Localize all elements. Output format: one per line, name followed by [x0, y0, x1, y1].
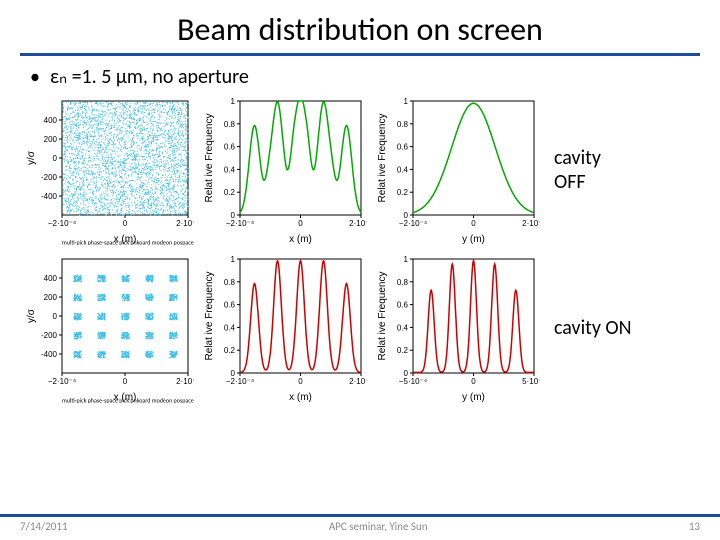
svg-text:200: 200 — [44, 135, 58, 144]
svg-text:−2·10⁻⁴: −2·10⁻⁴ — [399, 219, 428, 228]
svg-text:0.6: 0.6 — [224, 143, 236, 152]
svg-text:−2·10⁻⁴: −2·10⁻⁴ — [226, 219, 255, 228]
histx-off: 00.20.40.60.81−2·10⁻⁴02·10⁻⁴x (m)Relat i… — [202, 95, 367, 245]
svg-text:-200: -200 — [41, 331, 58, 340]
svg-text:−2·10⁻⁴: −2·10⁻⁴ — [48, 377, 77, 386]
svg-text:-200: -200 — [41, 173, 58, 182]
bullet-text: εₙ =1. 5 μm, no aperture — [50, 65, 249, 89]
svg-text:0.4: 0.4 — [397, 165, 409, 174]
svg-text:0.6: 0.6 — [397, 143, 409, 152]
svg-text:0.8: 0.8 — [397, 120, 409, 129]
svg-text:Relat ive Frequency: Relat ive Frequency — [377, 114, 388, 203]
footer-page: 13 — [689, 520, 700, 533]
svg-text:-400: -400 — [41, 192, 58, 201]
footer: 7/14/2011 APC seminar, Yine Sun 13 — [0, 514, 720, 536]
title-rule — [20, 53, 700, 56]
svg-text:y (m): y (m) — [462, 234, 485, 245]
svg-text:2·10⁻⁴: 2·10⁻⁴ — [349, 219, 367, 228]
svg-text:y/σ: y/σ — [26, 308, 37, 323]
svg-text:y/σ: y/σ — [26, 150, 37, 165]
svg-text:2·10⁻⁴: 2·10⁻⁴ — [522, 219, 540, 228]
svg-text:2·10⁻⁴: 2·10⁻⁴ — [176, 377, 194, 386]
svg-text:x (m): x (m) — [289, 234, 312, 245]
svg-text:0: 0 — [123, 219, 128, 228]
bullet-marker: • — [30, 65, 40, 89]
svg-text:0: 0 — [471, 219, 476, 228]
svg-text:200: 200 — [44, 293, 58, 302]
histy-off: 00.20.40.60.81−2·10⁻⁴02·10⁻⁴y (m)Relat i… — [375, 95, 540, 245]
footer-date: 7/14/2011 — [20, 520, 68, 533]
histx-on: 00.20.40.60.81−2·10⁻⁴02·10⁻⁴x (m)Relat i… — [202, 253, 367, 403]
svg-text:0.8: 0.8 — [224, 120, 236, 129]
row-cavity-on: -400-2000200400−2·10⁻⁴02·10⁻⁴x (m)y/σmul… — [20, 253, 700, 403]
page-title: Beam distribution on screen — [20, 10, 700, 49]
label-cavity-on: cavity ON — [554, 316, 634, 340]
svg-text:multi-pick phase-space pick pn: multi-pick phase-space pick pnkoard mode… — [62, 239, 194, 246]
footer-center: APC seminar, Yine Sun — [329, 520, 428, 533]
svg-text:0: 0 — [53, 312, 58, 321]
svg-text:−2·10⁻⁴: −2·10⁻⁴ — [48, 219, 77, 228]
svg-text:400: 400 — [44, 274, 58, 283]
row-cavity-off: -400 -200 0 200 400 −2·10⁻⁴ 0 2·10⁻⁴ x (m) y/σ mul… — [20, 95, 700, 245]
svg-text:1: 1 — [404, 97, 409, 106]
slide: Beam distribution on screen • εₙ =1. 5 μm… — [0, 0, 720, 540]
svg-text:0: 0 — [123, 377, 128, 386]
svg-text:0: 0 — [53, 154, 58, 163]
svg-text:2·10⁻⁴: 2·10⁻⁴ — [176, 219, 194, 228]
svg-text:0.2: 0.2 — [397, 188, 409, 197]
scatter-on: -400-2000200400−2·10⁻⁴02·10⁻⁴x (m)y/σmul… — [24, 253, 194, 403]
svg-text:-400: -400 — [41, 350, 58, 359]
label-cavity-off: cavity OFF — [554, 146, 634, 194]
svg-text:0.2: 0.2 — [224, 188, 236, 197]
svg-text:1: 1 — [231, 97, 236, 106]
svg-text:0.4: 0.4 — [224, 165, 236, 174]
svg-text:0: 0 — [298, 219, 303, 228]
scatter-off: -400-2000200400−2·10⁻⁴02·10⁻⁴x (m)y/σmul… — [24, 95, 194, 245]
histy-on: 00.20.40.60.81−5·10⁻⁴05·10⁻⁴y (m)Relat i… — [375, 253, 540, 403]
bullet-line: • εₙ =1. 5 μm, no aperture — [30, 64, 700, 89]
svg-text:400: 400 — [44, 116, 58, 125]
svg-text:Relat ive Frequency: Relat ive Frequency — [204, 114, 215, 203]
charts-area: -400 -200 0 200 400 −2·10⁻⁴ 0 2·10⁻⁴ x (m) y/σ mul… — [20, 95, 700, 403]
